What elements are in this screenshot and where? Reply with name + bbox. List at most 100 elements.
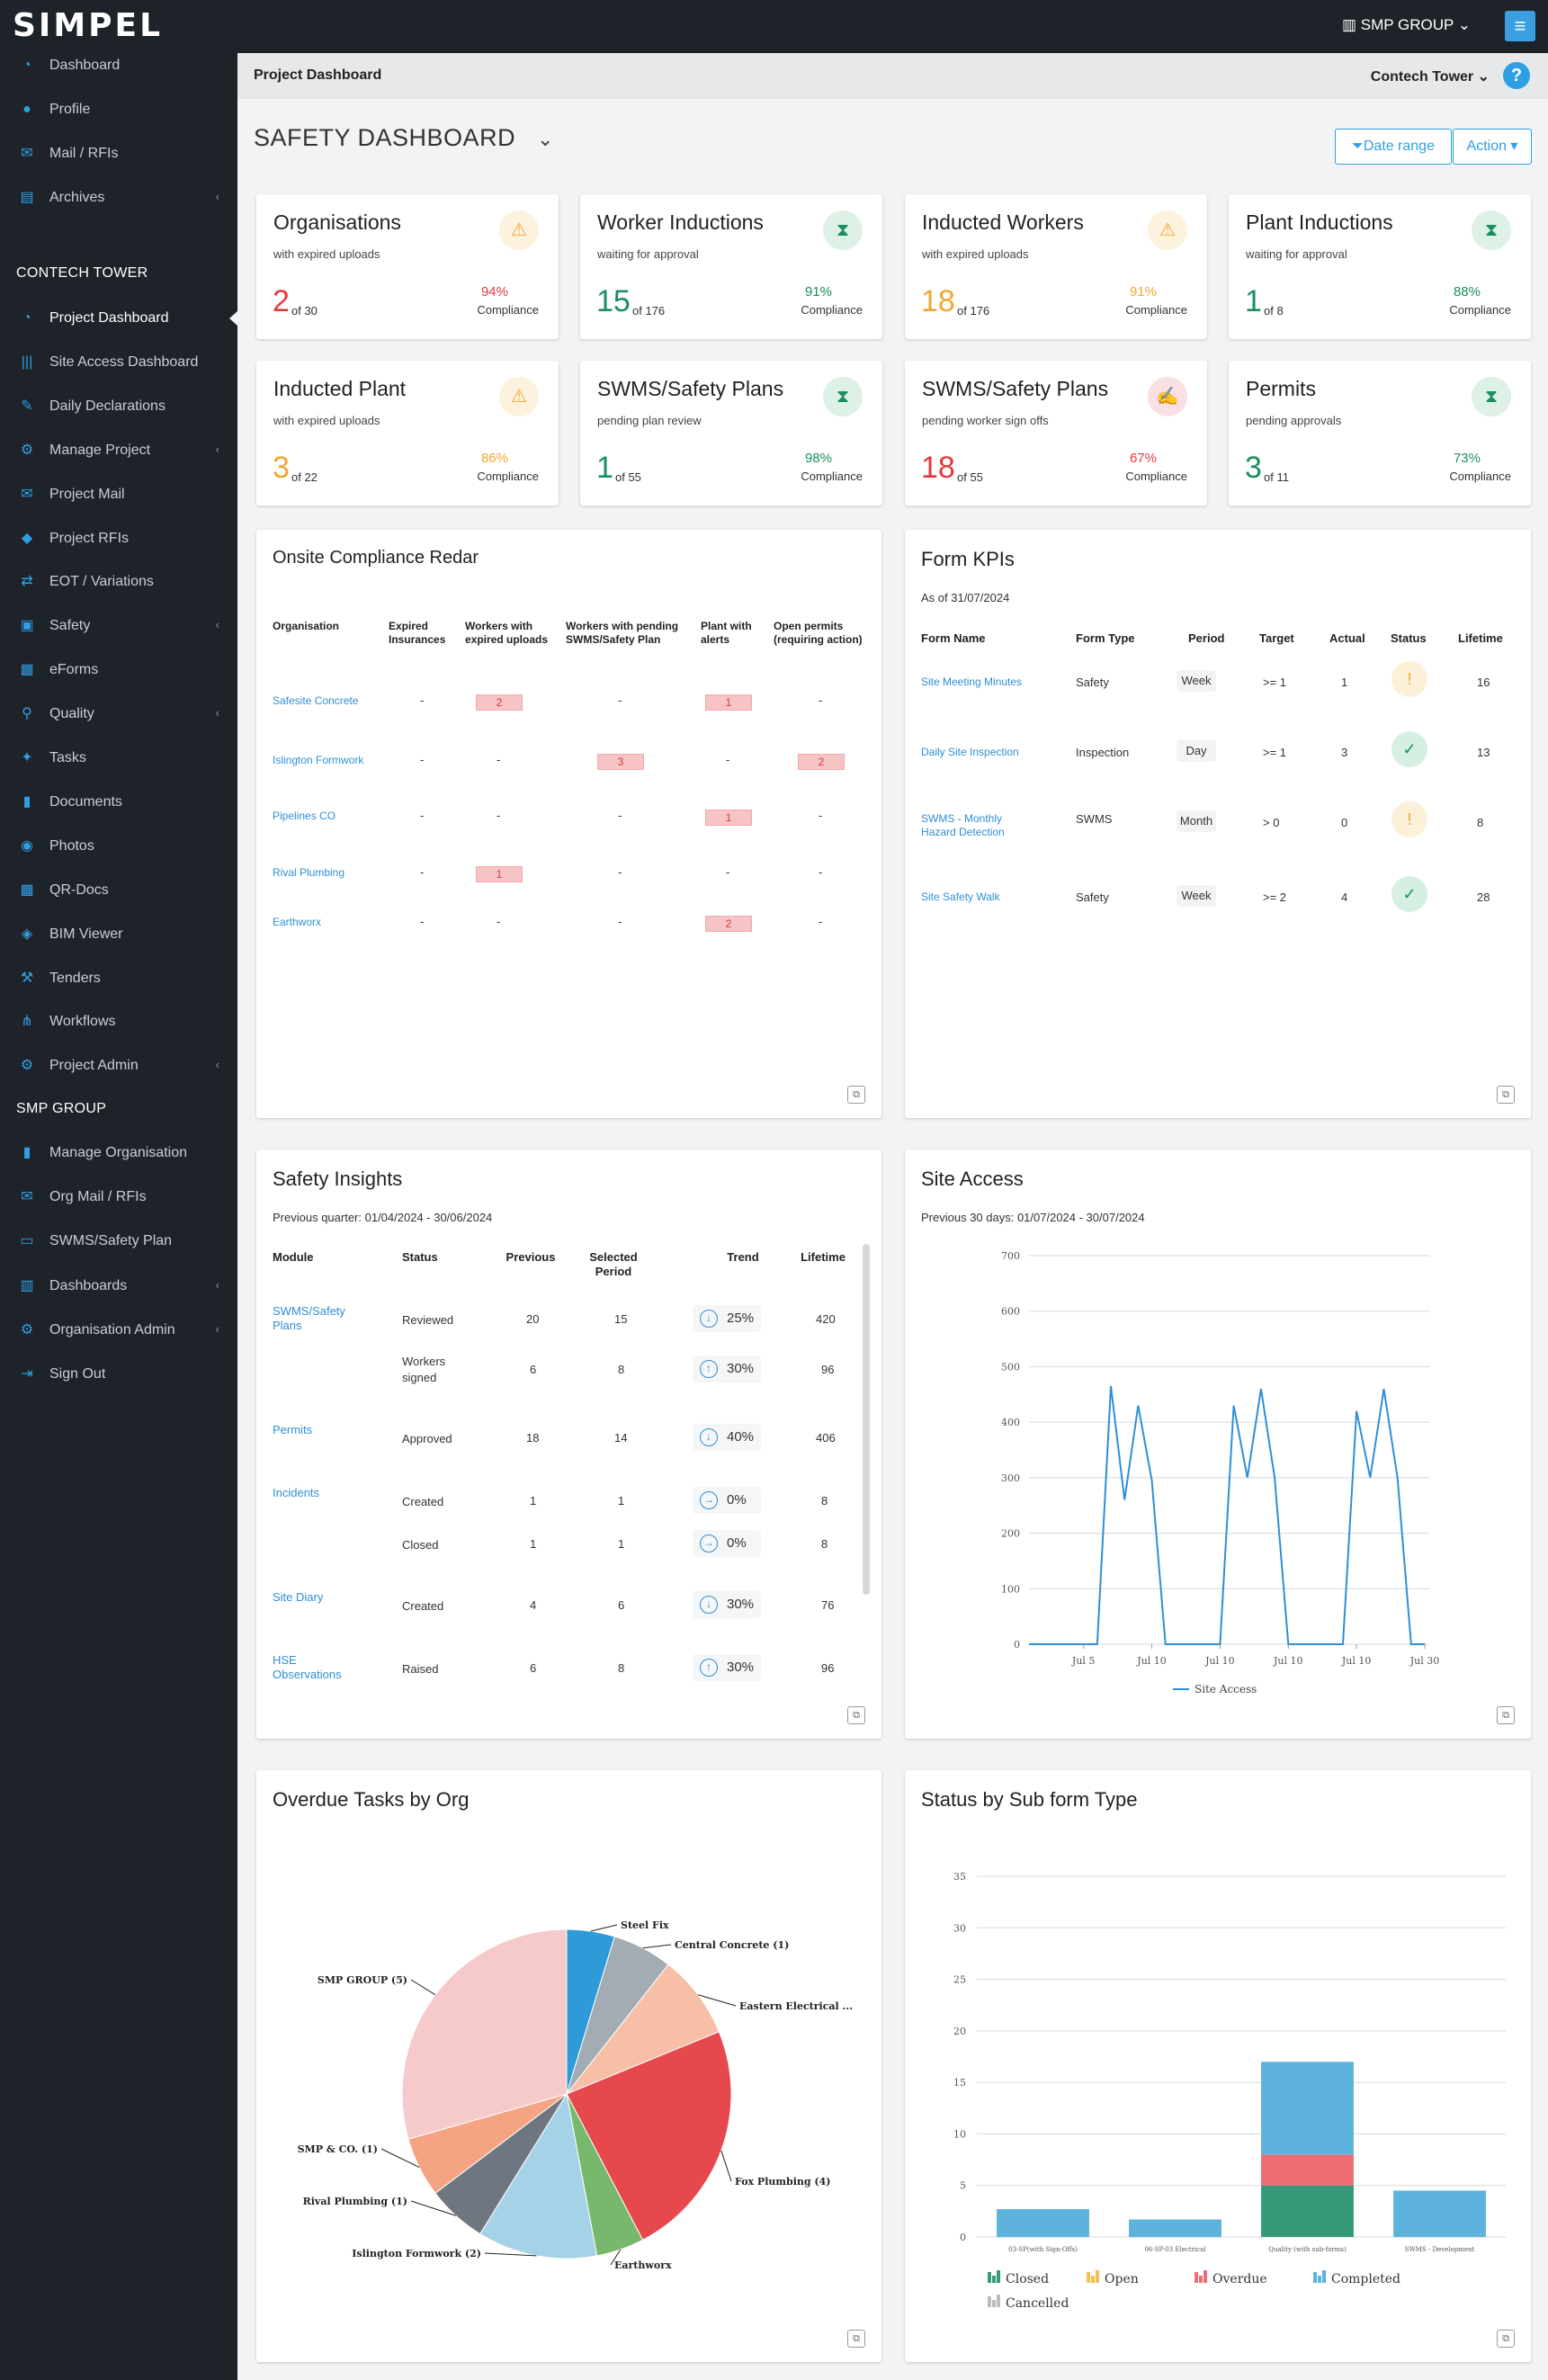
- help-icon[interactable]: ?: [1503, 62, 1530, 89]
- org-switcher[interactable]: ▥ SMP GROUP ⌄: [1341, 16, 1471, 33]
- sidebar-item-site-access-dashboard[interactable]: ||| Site Access Dashboard: [0, 344, 237, 380]
- kpi-compliance-label: Compliance: [1449, 470, 1511, 483]
- scrollbar[interactable]: [863, 1244, 870, 1595]
- sidebar-item-mail-rfis[interactable]: ✉ Mail / RFIs: [0, 136, 237, 172]
- org-link[interactable]: Rival Plumbing: [273, 866, 345, 879]
- sidebar-item-org-mail-rfis[interactable]: ✉ Org Mail / RFIs: [0, 1179, 237, 1215]
- filter-icon: ⏷: [1352, 139, 1364, 154]
- empty-cell: -: [497, 809, 501, 822]
- alert-count-badge[interactable]: 1: [705, 694, 752, 711]
- selected-value: 1: [618, 1537, 625, 1551]
- sidebar-item-tasks[interactable]: ✦ Tasks: [0, 740, 237, 776]
- kpi-subtitle: pending approvals: [1246, 414, 1342, 427]
- module-link[interactable]: Permits: [273, 1423, 313, 1436]
- kpi-card[interactable]: SWMS/Safety Plans pending plan review ⧗ 1 of…: [580, 361, 882, 506]
- copy-icon[interactable]: ⧉: [847, 1706, 865, 1724]
- sidebar-item-project-admin[interactable]: ⚙ Project Admin ‹: [0, 1048, 237, 1084]
- project-switcher[interactable]: Contech Tower ⌄: [1370, 69, 1490, 85]
- sidebar-item-eot-variations[interactable]: ⇄ EOT / Variations: [0, 564, 237, 600]
- copy-icon[interactable]: ⧉: [1497, 1706, 1515, 1724]
- sidebar-item-project-mail[interactable]: ✉ Project Mail: [0, 477, 237, 513]
- module-link[interactable]: HSE Observations: [273, 1653, 342, 1681]
- sidebar-item-label: Organisation Admin: [49, 1321, 175, 1338]
- kpi-card[interactable]: SWMS/Safety Plans pending worker sign off…: [905, 361, 1207, 506]
- kpi-total: of 176: [957, 304, 990, 318]
- sidebar-item-organisation-admin[interactable]: ⚙ Organisation Admin ‹: [0, 1312, 237, 1348]
- sign-out-icon: ⇥: [21, 1366, 33, 1382]
- sidebar-item-dashboard[interactable]: ◔ Dashboard: [0, 48, 237, 84]
- form-name-link[interactable]: Site Meeting Minutes: [921, 676, 1023, 688]
- sidebar-item-project-dashboard[interactable]: ◔ Project Dashboard: [0, 300, 237, 336]
- kpi-card[interactable]: Inducted Workers with expired uploads ⚠ 18 o…: [905, 194, 1207, 339]
- module-link[interactable]: Site Diary: [273, 1590, 324, 1604]
- card-title: Overdue Tasks by Org: [273, 1788, 470, 1811]
- alert-count-badge[interactable]: 2: [798, 754, 845, 770]
- sidebar-item-documents[interactable]: ▮ Documents: [0, 784, 237, 820]
- kpi-card[interactable]: Organisations with expired uploads ⚠ 2 of 30…: [256, 194, 559, 339]
- action-button[interactable]: Action ▾: [1453, 129, 1532, 165]
- logo[interactable]: SIMPEL: [13, 7, 164, 44]
- sidebar-item-swms-safety-plan[interactable]: ▭ SWMS/Safety Plan: [0, 1223, 237, 1259]
- alert-count-badge[interactable]: 2: [705, 916, 752, 932]
- org-link[interactable]: Safesite Concrete: [273, 694, 359, 707]
- dashboard-icon: ◔: [22, 310, 31, 326]
- sidebar-item-archives[interactable]: ▤ Archives ‹: [0, 180, 237, 216]
- kpi-card[interactable]: Worker Inductions waiting for approval ⧗ 15…: [580, 194, 882, 339]
- form-name-link[interactable]: Site Safety Walk: [921, 890, 1000, 903]
- table-header: Selected Period: [589, 1250, 638, 1278]
- kpi-value: 18: [921, 451, 955, 485]
- hamburger-icon[interactable]: ≡: [1505, 11, 1535, 41]
- sidebar-item-daily-declarations[interactable]: ✎ Daily Declarations: [0, 389, 237, 425]
- table-header: Module: [273, 1250, 314, 1264]
- sidebar-item-sign-out[interactable]: ⇥ Sign Out: [0, 1356, 237, 1392]
- date-range-button[interactable]: ⏷Date range: [1335, 129, 1452, 165]
- alert-count-badge[interactable]: 1: [705, 810, 752, 826]
- org-link[interactable]: Earthworx: [273, 916, 322, 928]
- sidebar-item-workflows[interactable]: ⋔ Workflows: [0, 1004, 237, 1040]
- sidebar-item-tenders[interactable]: ⚒ Tenders: [0, 961, 237, 997]
- legend-swatch: [992, 2300, 996, 2307]
- sidebar-item-bim-viewer[interactable]: ◈ BIM Viewer: [0, 917, 237, 953]
- sidebar-item-quality[interactable]: ⚲ Quality ‹: [0, 696, 237, 732]
- period-badge: Day: [1177, 740, 1216, 762]
- copy-icon[interactable]: ⧉: [1497, 2330, 1515, 2348]
- legend-item: Completed: [1313, 2270, 1400, 2286]
- sidebar-item-photos[interactable]: ◉ Photos: [0, 828, 237, 864]
- alert-count-badge[interactable]: 3: [597, 754, 644, 770]
- sidebar-item-manage-project[interactable]: ⚙ Manage Project ‹: [0, 433, 237, 469]
- alert-count-badge[interactable]: 1: [476, 866, 523, 882]
- period-badge: Week: [1177, 885, 1216, 907]
- copy-icon[interactable]: ⧉: [847, 1086, 865, 1104]
- bar-segment: [1261, 2154, 1354, 2186]
- status-bar-chart: 0 5 10 15 20 25 30 35 03-SP(with Sign-Offs) 06-SP…: [953, 1871, 1506, 2311]
- sidebar-item-profile[interactable]: ● Profile: [0, 92, 237, 128]
- sidebar-item-qr-docs[interactable]: ▩ QR-Docs: [0, 872, 237, 908]
- kpi-compliance-percent: 73%: [1453, 451, 1481, 466]
- kpi-card[interactable]: Plant Inductions waiting for approval ⧗ 1 of…: [1229, 194, 1531, 339]
- sidebar-item-project-rfis[interactable]: ◆ Project RFIs: [0, 521, 237, 557]
- kpi-card[interactable]: Inducted Plant with expired uploads ⚠ 3 of 2…: [256, 361, 559, 506]
- sidebar-item-dashboards[interactable]: ▥ Dashboards ‹: [0, 1268, 237, 1304]
- org-link[interactable]: Pipelines CO: [273, 810, 336, 822]
- kpi-value: 1: [1245, 284, 1262, 318]
- form-name-link[interactable]: Daily Site Inspection: [921, 746, 1019, 758]
- kpi-card[interactable]: Permits pending approvals ⧗ 3 of 11 73% Compli…: [1229, 361, 1531, 506]
- trend-badge: ↓ 25%: [693, 1305, 761, 1332]
- copy-icon[interactable]: ⧉: [847, 2330, 865, 2348]
- building-icon: ▥: [1341, 16, 1361, 33]
- copy-icon[interactable]: ⧉: [1497, 1086, 1515, 1104]
- hourglass-icon: ⧗: [1472, 210, 1511, 250]
- sidebar-item-eforms[interactable]: ▦ eForms: [0, 652, 237, 688]
- module-link[interactable]: SWMS/Safety Plans: [273, 1304, 345, 1332]
- pie-slice: [401, 1928, 568, 2140]
- org-link[interactable]: Islington Formwork: [273, 754, 364, 766]
- mail-icon: ✉: [21, 1189, 33, 1205]
- sidebar-item-manage-organisation[interactable]: ▮ Manage Organisation: [0, 1135, 237, 1171]
- sidebar-item-label: QR-Docs: [49, 881, 109, 898]
- module-link[interactable]: Incidents: [273, 1486, 320, 1499]
- form-name-link[interactable]: SWMS - Monthly Hazard Detection: [921, 812, 1005, 838]
- table-header: Workers with expired uploads: [465, 620, 549, 646]
- chevron-down-icon[interactable]: ⌄: [537, 128, 554, 150]
- alert-count-badge[interactable]: 2: [476, 694, 523, 711]
- sidebar-item-safety[interactable]: ▣ Safety ‹: [0, 608, 237, 644]
